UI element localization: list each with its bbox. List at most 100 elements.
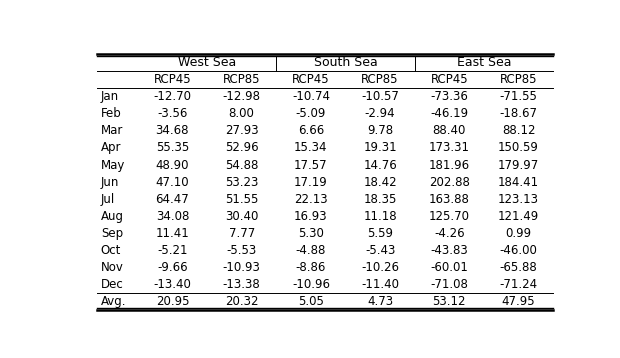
Text: 53.12: 53.12 (433, 295, 466, 308)
Text: 47.95: 47.95 (502, 295, 536, 308)
Text: 51.55: 51.55 (225, 193, 259, 206)
Text: Nov: Nov (101, 261, 124, 274)
Text: 202.88: 202.88 (429, 176, 470, 189)
Text: -60.01: -60.01 (430, 261, 468, 274)
Text: 48.90: 48.90 (156, 159, 189, 171)
Text: 4.73: 4.73 (367, 295, 393, 308)
Text: -65.88: -65.88 (500, 261, 538, 274)
Text: RCP45: RCP45 (430, 73, 468, 86)
Text: 34.68: 34.68 (156, 124, 189, 137)
Text: 47.10: 47.10 (156, 176, 189, 189)
Text: Dec: Dec (101, 278, 123, 291)
Text: 17.57: 17.57 (294, 159, 328, 171)
Text: South Sea: South Sea (314, 56, 378, 69)
Text: -46.00: -46.00 (500, 244, 538, 257)
Text: May: May (101, 159, 125, 171)
Text: 17.19: 17.19 (294, 176, 328, 189)
Text: 30.40: 30.40 (225, 210, 259, 223)
Text: Jan: Jan (101, 90, 119, 103)
Text: -71.24: -71.24 (500, 278, 538, 291)
Text: 27.93: 27.93 (225, 124, 259, 137)
Text: -8.86: -8.86 (296, 261, 326, 274)
Text: 15.34: 15.34 (294, 141, 327, 155)
Text: 19.31: 19.31 (363, 141, 397, 155)
Text: -12.98: -12.98 (223, 90, 260, 103)
Text: 53.23: 53.23 (225, 176, 259, 189)
Text: -9.66: -9.66 (157, 261, 188, 274)
Text: 88.40: 88.40 (433, 124, 466, 137)
Text: 88.12: 88.12 (502, 124, 535, 137)
Text: -13.40: -13.40 (154, 278, 192, 291)
Text: -43.83: -43.83 (430, 244, 468, 257)
Text: 20.32: 20.32 (225, 295, 259, 308)
Text: 5.30: 5.30 (298, 227, 324, 240)
Text: 121.49: 121.49 (498, 210, 539, 223)
Text: RCP45: RCP45 (292, 73, 330, 86)
Text: 6.66: 6.66 (298, 124, 324, 137)
Text: -4.88: -4.88 (296, 244, 326, 257)
Text: -18.67: -18.67 (500, 107, 538, 120)
Text: RCP45: RCP45 (154, 73, 191, 86)
Text: -71.08: -71.08 (430, 278, 468, 291)
Text: 14.76: 14.76 (363, 159, 397, 171)
Text: -12.70: -12.70 (153, 90, 192, 103)
Text: RCP85: RCP85 (361, 73, 399, 86)
Text: 150.59: 150.59 (498, 141, 539, 155)
Text: 173.31: 173.31 (429, 141, 470, 155)
Text: 9.78: 9.78 (367, 124, 393, 137)
Text: 52.96: 52.96 (225, 141, 259, 155)
Text: 184.41: 184.41 (498, 176, 539, 189)
Text: 5.59: 5.59 (367, 227, 393, 240)
Text: -3.56: -3.56 (157, 107, 188, 120)
Text: 11.18: 11.18 (363, 210, 397, 223)
Text: Oct: Oct (101, 244, 121, 257)
Text: 125.70: 125.70 (429, 210, 470, 223)
Text: Feb: Feb (101, 107, 122, 120)
Text: -4.26: -4.26 (434, 227, 464, 240)
Text: 5.05: 5.05 (298, 295, 324, 308)
Text: 179.97: 179.97 (498, 159, 539, 171)
Text: -2.94: -2.94 (365, 107, 396, 120)
Text: Jun: Jun (101, 176, 119, 189)
Text: Jul: Jul (101, 193, 115, 206)
Text: East Sea: East Sea (457, 56, 512, 69)
Text: Avg.: Avg. (101, 295, 126, 308)
Text: 7.77: 7.77 (229, 227, 255, 240)
Text: -10.57: -10.57 (361, 90, 399, 103)
Text: 18.35: 18.35 (363, 193, 397, 206)
Text: -13.38: -13.38 (223, 278, 260, 291)
Text: 54.88: 54.88 (225, 159, 259, 171)
Text: Sep: Sep (101, 227, 123, 240)
Text: RCP85: RCP85 (500, 73, 538, 86)
Text: 11.41: 11.41 (156, 227, 189, 240)
Text: 8.00: 8.00 (229, 107, 255, 120)
Text: Mar: Mar (101, 124, 123, 137)
Text: West Sea: West Sea (178, 56, 236, 69)
Text: 181.96: 181.96 (429, 159, 470, 171)
Text: 55.35: 55.35 (156, 141, 189, 155)
Text: -71.55: -71.55 (500, 90, 538, 103)
Text: -10.93: -10.93 (223, 261, 260, 274)
Text: -5.43: -5.43 (365, 244, 396, 257)
Text: -5.21: -5.21 (157, 244, 188, 257)
Text: 163.88: 163.88 (429, 193, 470, 206)
Text: -73.36: -73.36 (430, 90, 468, 103)
Text: -46.19: -46.19 (430, 107, 468, 120)
Text: -10.74: -10.74 (292, 90, 330, 103)
Text: 18.42: 18.42 (363, 176, 397, 189)
Text: 22.13: 22.13 (294, 193, 328, 206)
Text: Apr: Apr (101, 141, 122, 155)
Text: 20.95: 20.95 (156, 295, 189, 308)
Text: 34.08: 34.08 (156, 210, 189, 223)
Text: -5.09: -5.09 (296, 107, 326, 120)
Text: -10.96: -10.96 (292, 278, 330, 291)
Text: -10.26: -10.26 (361, 261, 399, 274)
Text: -5.53: -5.53 (226, 244, 257, 257)
Text: 123.13: 123.13 (498, 193, 539, 206)
Text: 64.47: 64.47 (156, 193, 189, 206)
Text: Aug: Aug (101, 210, 124, 223)
Text: RCP85: RCP85 (223, 73, 260, 86)
Text: 16.93: 16.93 (294, 210, 328, 223)
Text: 0.99: 0.99 (505, 227, 531, 240)
Text: -11.40: -11.40 (361, 278, 399, 291)
